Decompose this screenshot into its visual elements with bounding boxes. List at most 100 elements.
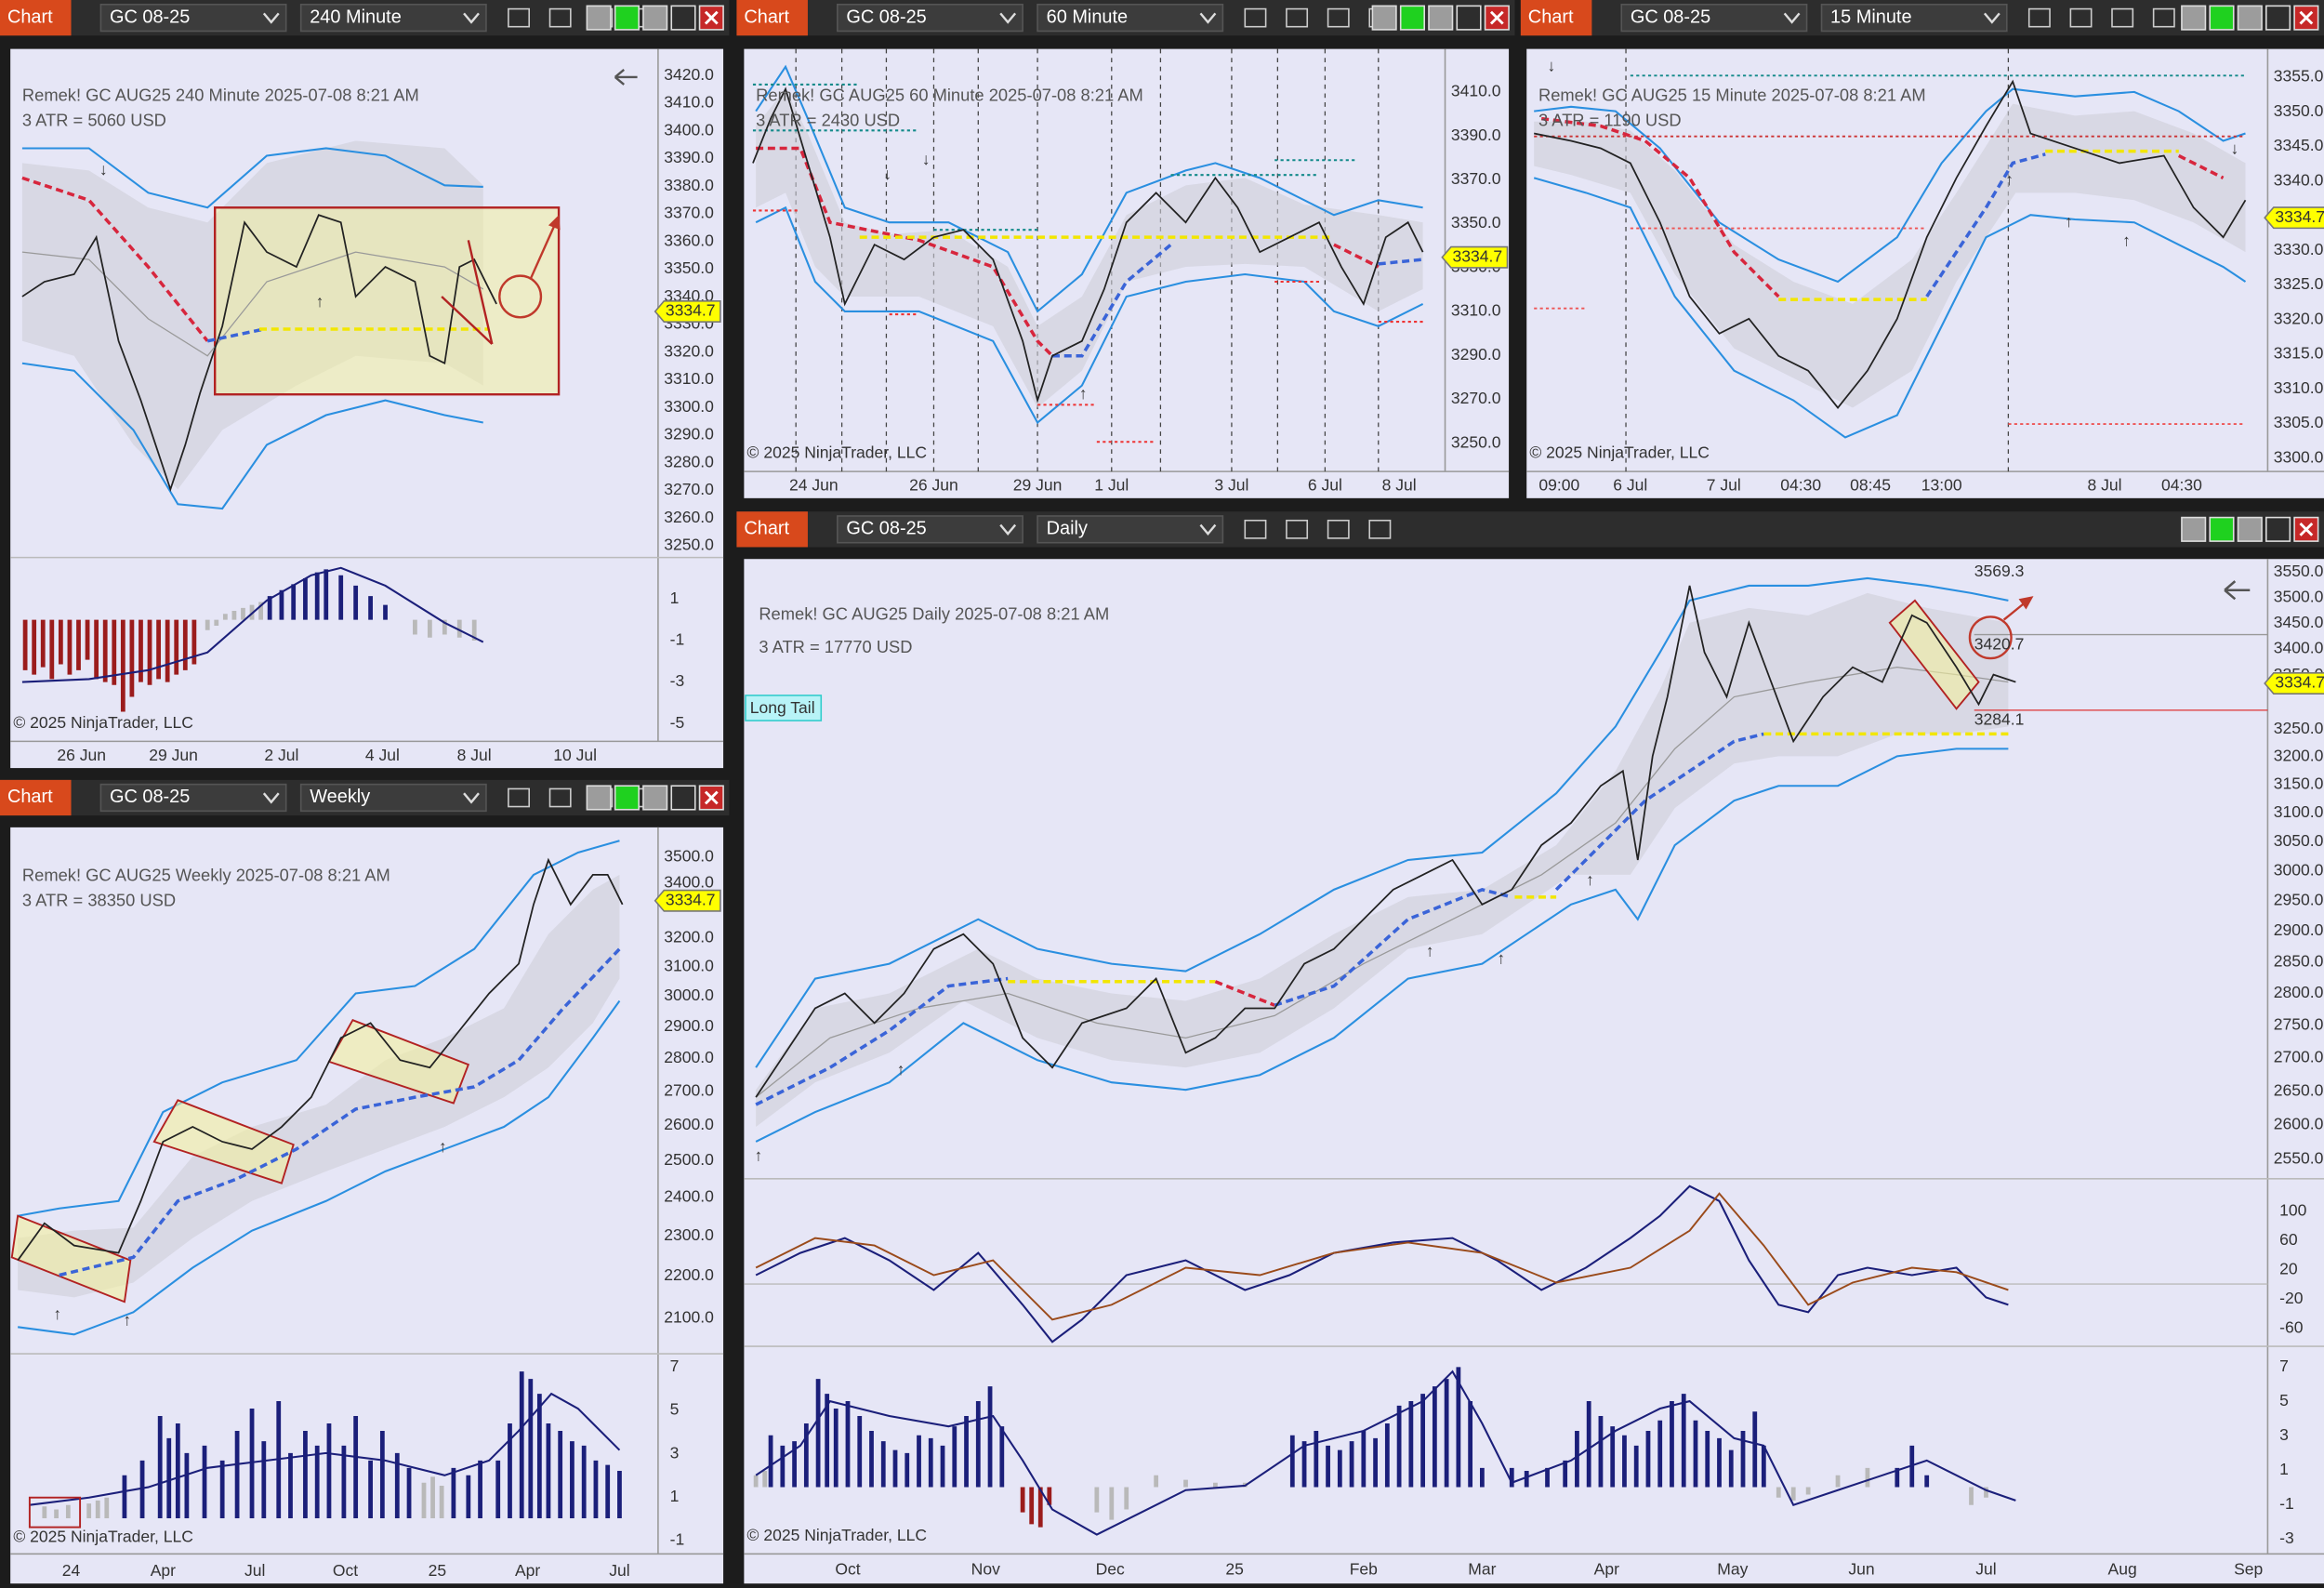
toolbar-icon[interactable]: [1327, 519, 1350, 539]
window-link-button[interactable]: [2209, 5, 2235, 31]
dropdown[interactable]: [99, 3, 287, 33]
toolbar-icon[interactable]: [2069, 7, 2093, 28]
decoration: [17, 857, 624, 1262]
decoration: [755, 1192, 2009, 1321]
chart-tab-label: Chart: [7, 787, 53, 807]
dropdown[interactable]: [299, 783, 487, 813]
window-restore-button[interactable]: [2237, 5, 2263, 31]
last-price-box: [654, 889, 721, 912]
decoration: [21, 176, 209, 342]
window-close-button[interactable]: [1484, 5, 1510, 31]
decoration: [2224, 580, 2251, 601]
decoration: [1888, 599, 1980, 710]
dropdown[interactable]: [299, 3, 487, 33]
window-maximize-button[interactable]: [670, 5, 696, 31]
decoration: [1533, 177, 2247, 439]
dropdown[interactable]: [99, 783, 287, 813]
chart-header: Remek! GC AUG25 15 Minute 2025-07-08 8:2…: [1538, 86, 1926, 105]
close-glyph: [2299, 10, 2314, 25]
window-restore-button[interactable]: [2237, 516, 2263, 542]
decoration: ↑: [2065, 212, 2073, 231]
chart-tab[interactable]: [1520, 0, 1592, 36]
window-minimize-button[interactable]: [1371, 5, 1397, 31]
dropdown-caret: [1983, 12, 2000, 24]
decoration: [267, 569, 388, 620]
decoration: [17, 840, 620, 1217]
window-restore-button[interactable]: [1428, 5, 1454, 31]
toolbar-icon[interactable]: [548, 7, 572, 28]
toolbar-icon[interactable]: [1327, 7, 1350, 28]
window-link-button[interactable]: [1399, 5, 1426, 31]
time-label: Apr: [515, 1561, 540, 1580]
toolbar-icon[interactable]: [1286, 7, 1309, 28]
dropdown[interactable]: [1620, 3, 1808, 33]
chart-tab[interactable]: [736, 0, 808, 36]
decoration: ↓: [2231, 139, 2239, 158]
chart-tab[interactable]: [0, 779, 72, 816]
toolbar-icon[interactable]: [508, 787, 530, 808]
price-label: 3050.0: [2274, 831, 2324, 850]
price-label: 2700.0: [664, 1080, 714, 1099]
decoration: [756, 88, 1423, 408]
time-label: 7 Jul: [1707, 476, 1741, 495]
window-maximize-button[interactable]: [2265, 5, 2291, 31]
decoration: ↑: [2005, 170, 2014, 189]
toolbar-icon[interactable]: [548, 787, 572, 808]
indicator-label: 1: [2279, 1460, 2289, 1478]
dropdown[interactable]: [1820, 3, 2008, 33]
time-label: 1 Jul: [1094, 476, 1129, 495]
toolbar-icon[interactable]: [2111, 7, 2134, 28]
price-label: 3290.0: [664, 425, 714, 443]
dropdown[interactable]: [837, 3, 1023, 33]
window-link-button[interactable]: [614, 785, 640, 811]
window-minimize-button[interactable]: [2181, 516, 2207, 542]
price-label: 2550.0: [2274, 1149, 2324, 1168]
toolbar-icon[interactable]: [2027, 7, 2051, 28]
price-drawing: ↓ ↓ ↑ ↑ ↑: [1533, 48, 2247, 472]
decoration: [29, 1392, 621, 1506]
time-label: Jul: [609, 1561, 629, 1580]
window-minimize-button[interactable]: [586, 5, 612, 31]
atr-label: 3 ATR = 2430 USD: [756, 111, 900, 130]
dropdown[interactable]: [837, 515, 1023, 544]
decoration: [548, 215, 561, 231]
window-restore-button[interactable]: [642, 785, 668, 811]
toolbar-icon[interactable]: [1244, 7, 1267, 28]
window-maximize-button[interactable]: [670, 785, 696, 811]
window-restore-button[interactable]: [642, 5, 668, 31]
price-drawing: ↓ ↓ ↑: [752, 48, 1424, 472]
chart-header: Remek! GC AUG25 240 Minute 2025-07-08 8:…: [22, 86, 419, 105]
toolbar-icon[interactable]: [508, 7, 530, 28]
copyright: © 2025 NinjaTrader, LLC: [13, 713, 193, 732]
toolbar-icon[interactable]: [2152, 7, 2175, 28]
price-label: 3270.0: [1451, 389, 1501, 407]
dropdown[interactable]: [1037, 3, 1224, 33]
window-maximize-button[interactable]: [2265, 516, 2291, 542]
decoration: [122, 1371, 622, 1519]
window-minimize-button[interactable]: [2181, 5, 2207, 31]
decoration: [1052, 243, 1172, 358]
toolbar-icon[interactable]: [1286, 519, 1309, 539]
decoration: [59, 947, 621, 1277]
chart-tab[interactable]: [0, 0, 72, 36]
dropdown-value: GC 08-25: [110, 787, 190, 807]
annotation-high: 3569.3: [1974, 562, 2025, 580]
dropdown[interactable]: [1037, 515, 1224, 544]
oscillator-label: -20: [2279, 1289, 2304, 1307]
decoration: [10, 1019, 470, 1303]
axis-borders: [10, 48, 2324, 1555]
decoration: [756, 592, 2009, 1128]
window-maximize-button[interactable]: [1456, 5, 1482, 31]
decoration: [21, 362, 483, 510]
dropdown-caret: [463, 792, 480, 804]
atr-label: 3 ATR = 1190 USD: [1538, 111, 1682, 130]
time-label: 2 Jul: [264, 746, 298, 764]
time-label: 13:00: [1921, 476, 1962, 495]
toolbar-icon[interactable]: [1244, 519, 1267, 539]
window-minimize-button[interactable]: [586, 785, 612, 811]
window-link-button[interactable]: [2209, 516, 2235, 542]
toolbar-icon[interactable]: [1368, 519, 1392, 539]
window-link-button[interactable]: [614, 5, 640, 31]
dropdown-caret: [463, 12, 480, 24]
chart-tab[interactable]: [736, 511, 808, 548]
